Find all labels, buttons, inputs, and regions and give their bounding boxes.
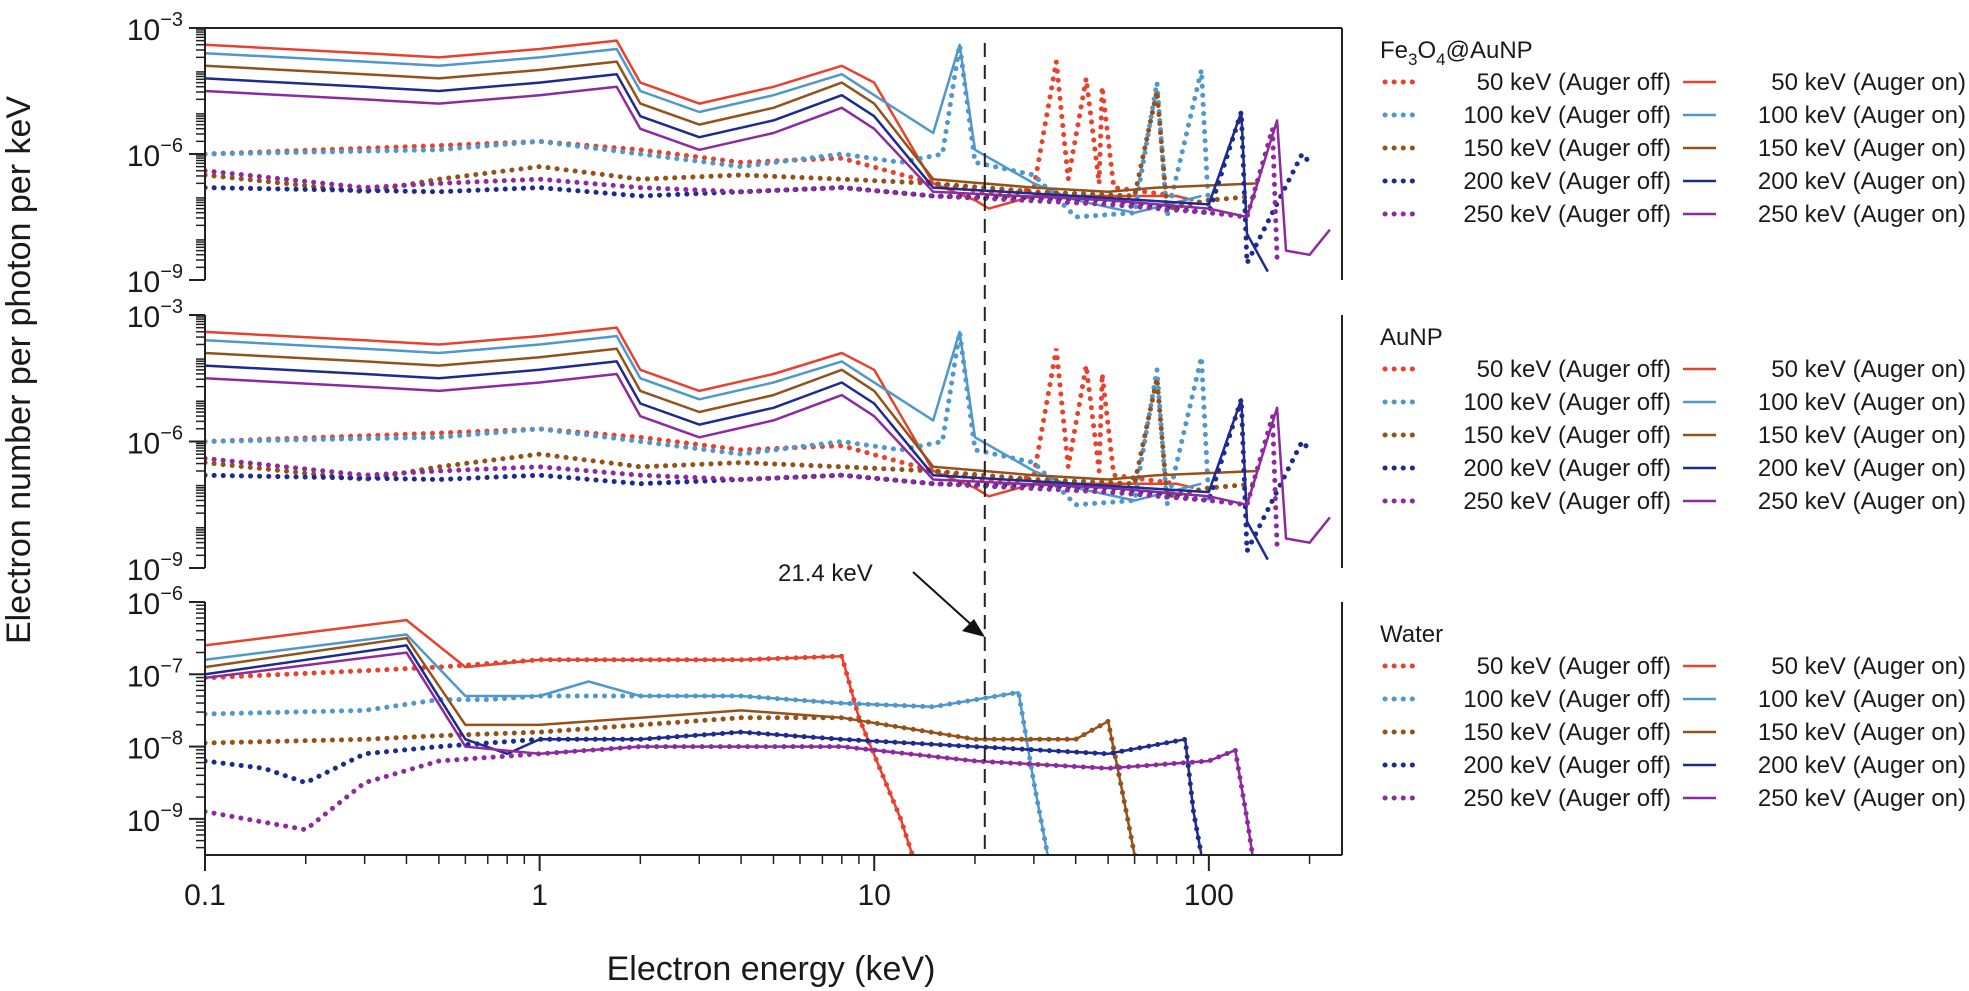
series-line-auger-on [205, 644, 1203, 855]
series-line-auger-off [205, 415, 1280, 550]
annotation-arrowhead [962, 619, 985, 637]
legend-entry-auger-on: 100 keV (Auger on) [1758, 389, 1966, 416]
y-tick-label: 10−7 [127, 655, 183, 693]
y-tick-label: 10−6 [127, 583, 183, 621]
y-tick-label: 10−6 [127, 135, 183, 173]
legend-entry-auger-off: 50 keV (Auger off) [1477, 356, 1671, 383]
legend-entry-auger-on: 250 keV (Auger on) [1758, 785, 1966, 812]
series-line-auger-on [205, 85, 1331, 257]
legend-entry-auger-off: 50 keV (Auger off) [1477, 69, 1671, 96]
legend-entry-auger-on: 100 keV (Auger on) [1758, 686, 1966, 713]
series-line-auger-off [205, 61, 1179, 199]
legend-entry-auger-on: 250 keV (Auger on) [1758, 201, 1966, 228]
panel-fe3o4-aunp-marks [205, 39, 1331, 273]
legend-entry-auger-off: 250 keV (Auger off) [1463, 488, 1671, 515]
series-line-auger-off [205, 377, 1261, 500]
y-tick-label: 10−9 [127, 800, 183, 838]
legend-entry-auger-off: 150 keV (Auger off) [1463, 719, 1671, 746]
legend-entry-auger-off: 150 keV (Auger off) [1463, 422, 1671, 449]
legend-entry-auger-on: 200 keV (Auger on) [1758, 168, 1966, 195]
x-tick-label: 10 [858, 879, 891, 912]
series-line-auger-on [205, 618, 914, 855]
legend-entry-auger-off: 50 keV (Auger off) [1477, 653, 1671, 680]
legend-title: Fe3O4@AuNP [1380, 37, 1533, 69]
y-tick-label: 10−9 [127, 549, 183, 587]
x-tick-label: 100 [1184, 879, 1234, 912]
legend-entry-auger-off: 250 keV (Auger off) [1463, 785, 1671, 812]
y-tick-label: 10−8 [127, 728, 183, 766]
legend-entry-auger-on: 50 keV (Auger on) [1771, 653, 1966, 680]
series-line-auger-off [205, 128, 1280, 262]
series-line-auger-on [205, 651, 1254, 855]
legend-entry-auger-on: 100 keV (Auger on) [1758, 102, 1966, 129]
series-line-auger-on [205, 636, 1136, 855]
legend-entry-auger-on: 150 keV (Auger on) [1758, 135, 1966, 162]
series-line-auger-on [205, 372, 1331, 544]
legend-entry-auger-off: 200 keV (Auger off) [1463, 168, 1671, 195]
legend-entry-auger-on: 200 keV (Auger on) [1758, 455, 1966, 482]
legend-entry-auger-off: 150 keV (Auger off) [1463, 135, 1671, 162]
y-tick-label: 10−3 [127, 296, 183, 334]
panel-water-marks [205, 618, 1255, 855]
series-line-auger-off [205, 44, 1212, 220]
axes: 10−310−610−910−310−610−910−610−710−810−9… [127, 9, 1343, 912]
annotation-21-4-kev: 21.4 keV [778, 560, 873, 587]
legend-entry-auger-off: 100 keV (Auger off) [1463, 102, 1671, 129]
annotation-arrow-line [912, 571, 976, 629]
x-tick-label: 1 [531, 879, 548, 912]
series-line-auger-off [205, 744, 1255, 855]
y-axis-title: Electron number per photon per keV [0, 96, 38, 644]
legend-entry-auger-off: 250 keV (Auger off) [1463, 201, 1671, 228]
legend-title: AuNP [1380, 324, 1443, 351]
plot-area [205, 39, 1331, 855]
panel-aunp-marks [205, 326, 1331, 561]
legend-entry-auger-on: 250 keV (Auger on) [1758, 488, 1966, 515]
x-axis-title: Electron energy (keV) [607, 950, 936, 988]
series-line-auger-off [205, 331, 1212, 508]
legend-entry-auger-off: 100 keV (Auger off) [1463, 686, 1671, 713]
y-tick-label: 10−6 [127, 423, 183, 461]
x-tick-label: 0.1 [184, 879, 226, 912]
legend-entry-auger-on: 150 keV (Auger on) [1758, 719, 1966, 746]
legend-title: Water [1380, 621, 1443, 648]
series-line-auger-off [205, 689, 1051, 855]
legend-entry-auger-on: 200 keV (Auger on) [1758, 752, 1966, 779]
series-line-auger-on [205, 347, 1258, 481]
series-line-auger-off [205, 90, 1261, 212]
legend-entry-auger-on: 150 keV (Auger on) [1758, 422, 1966, 449]
series-line-auger-on [205, 360, 1269, 561]
series-line-auger-on [205, 60, 1258, 194]
y-tick-label: 10−3 [127, 9, 183, 47]
legend-entry-auger-off: 100 keV (Auger off) [1463, 389, 1671, 416]
series-line-auger-on [205, 72, 1269, 273]
legend-entry-auger-on: 50 keV (Auger on) [1771, 356, 1966, 383]
legend-entry-auger-off: 200 keV (Auger off) [1463, 752, 1671, 779]
series-line-auger-on [205, 633, 1049, 855]
y-tick-label: 10−9 [127, 261, 183, 299]
legend-entry-auger-off: 200 keV (Auger off) [1463, 455, 1671, 482]
legend-entry-auger-on: 50 keV (Auger on) [1771, 69, 1966, 96]
